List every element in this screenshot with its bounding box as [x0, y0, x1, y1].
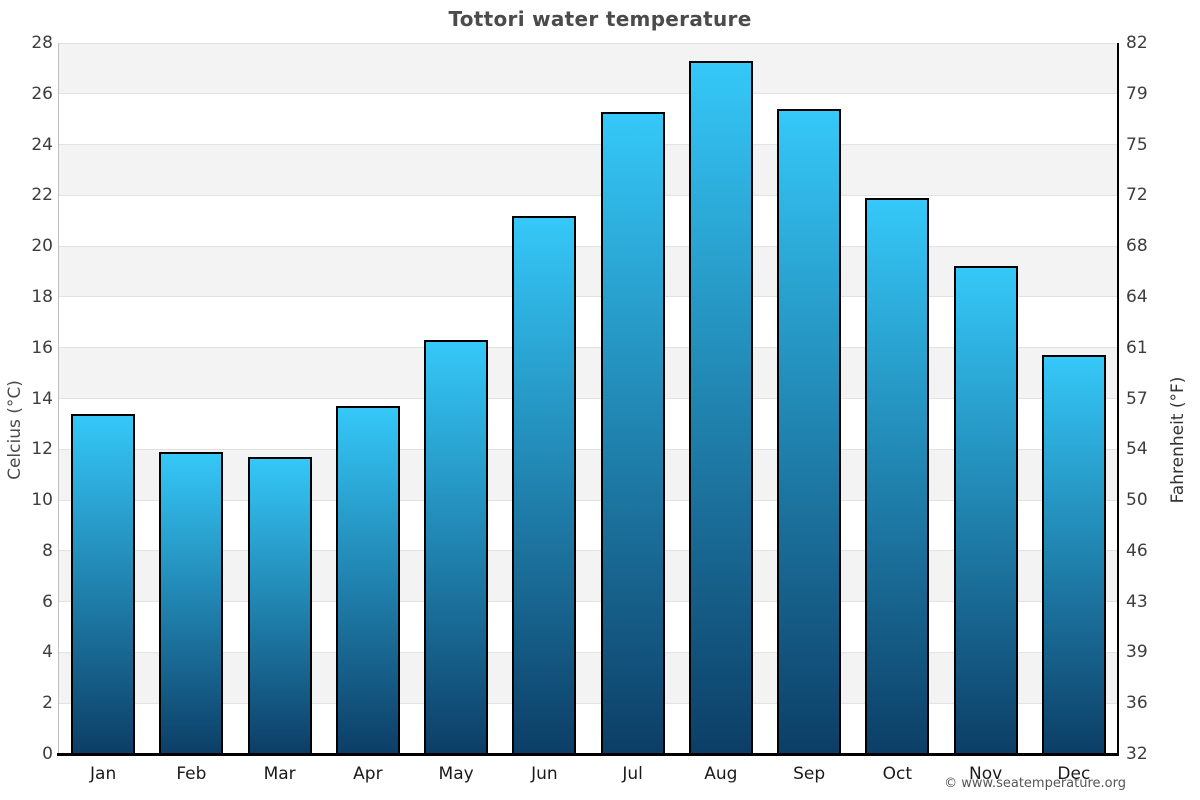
- y-tick-fahrenheit-46: 46: [1126, 540, 1148, 561]
- y-tick-fahrenheit-68: 68: [1126, 236, 1148, 257]
- right-axis-line: [1117, 43, 1119, 756]
- chart-title: Tottori water temperature: [448, 7, 752, 31]
- gridline-2: [59, 702, 1118, 704]
- gridline-20: [59, 245, 1118, 247]
- gridline-12: [59, 448, 1118, 450]
- x-label-mar: Mar: [263, 764, 296, 784]
- x-label-may: May: [438, 764, 474, 784]
- gridline-6: [59, 601, 1118, 603]
- bar-sep[interactable]: [777, 109, 842, 754]
- y-tick-fahrenheit-39: 39: [1126, 642, 1148, 663]
- gridline-4: [59, 651, 1118, 653]
- gridline-8: [59, 550, 1118, 552]
- y-tick-fahrenheit-50: 50: [1126, 490, 1148, 511]
- x-label-nov: Nov: [969, 764, 1003, 784]
- y-tick-fahrenheit-61: 61: [1126, 337, 1148, 358]
- gridline-10: [59, 499, 1118, 501]
- y-tick-fahrenheit-75: 75: [1126, 134, 1148, 155]
- bar-oct[interactable]: [865, 197, 930, 754]
- left-axis-line: [58, 43, 59, 754]
- plot-area: [59, 42, 1118, 754]
- y-tick-fahrenheit-82: 82: [1126, 33, 1148, 53]
- bar-apr[interactable]: [335, 406, 400, 754]
- gridline-28: [59, 42, 1118, 44]
- copyright-credit: © www.seatemperature.org: [944, 776, 1126, 791]
- gridline-26: [59, 93, 1118, 95]
- bar-jun[interactable]: [512, 215, 577, 754]
- bar-dec[interactable]: [1041, 355, 1106, 754]
- y-tick-celsius-22: 22: [31, 185, 53, 206]
- gridline-14: [59, 398, 1118, 399]
- x-label-dec: Dec: [1057, 764, 1091, 784]
- y-tick-celsius-4: 4: [42, 642, 53, 663]
- x-label-apr: Apr: [353, 764, 383, 784]
- x-label-sep: Sep: [793, 764, 826, 784]
- y-tick-fahrenheit-79: 79: [1126, 83, 1148, 104]
- x-label-oct: Oct: [882, 764, 913, 784]
- gridline-16: [59, 347, 1118, 349]
- gridline-18: [59, 296, 1118, 298]
- gridline-22: [59, 194, 1118, 196]
- bar-may[interactable]: [424, 340, 489, 754]
- y-tick-celsius-16: 16: [31, 337, 53, 358]
- y-tick-celsius-2: 2: [42, 693, 53, 714]
- y-tick-celsius-0: 0: [42, 744, 53, 764]
- y-tick-celsius-10: 10: [31, 490, 53, 511]
- y-tick-celsius-12: 12: [31, 439, 53, 460]
- x-label-jun: Jun: [531, 764, 558, 784]
- x-label-jul: Jul: [622, 764, 643, 784]
- y-tick-celsius-24: 24: [31, 134, 53, 155]
- y-tick-celsius-20: 20: [31, 236, 53, 257]
- y-tick-celsius-8: 8: [42, 540, 53, 561]
- y-tick-fahrenheit-64: 64: [1126, 286, 1148, 307]
- x-label-feb: Feb: [176, 764, 207, 784]
- bar-aug[interactable]: [688, 60, 753, 754]
- bar-nov[interactable]: [953, 266, 1018, 754]
- bar-feb[interactable]: [159, 451, 224, 754]
- y-tick-fahrenheit-57: 57: [1126, 388, 1148, 409]
- x-label-jan: Jan: [90, 764, 117, 784]
- y-tick-celsius-28: 28: [31, 33, 53, 53]
- gridline-24: [59, 144, 1118, 146]
- bar-jan[interactable]: [71, 413, 136, 754]
- y-tick-fahrenheit-72: 72: [1126, 185, 1148, 206]
- y-tick-fahrenheit-36: 36: [1126, 693, 1148, 714]
- bar-mar[interactable]: [247, 456, 312, 754]
- y-tick-fahrenheit-32: 32: [1126, 744, 1148, 764]
- y-tick-celsius-26: 26: [31, 83, 53, 104]
- bottom-axis-line: [57, 753, 1119, 756]
- x-label-aug: Aug: [704, 764, 738, 784]
- y-tick-celsius-6: 6: [42, 591, 53, 612]
- y-tick-fahrenheit-43: 43: [1126, 591, 1148, 612]
- y-tick-celsius-14: 14: [31, 388, 53, 409]
- y-tick-fahrenheit-54: 54: [1126, 439, 1148, 460]
- y-tick-celsius-18: 18: [31, 286, 53, 307]
- bar-jul[interactable]: [600, 111, 665, 754]
